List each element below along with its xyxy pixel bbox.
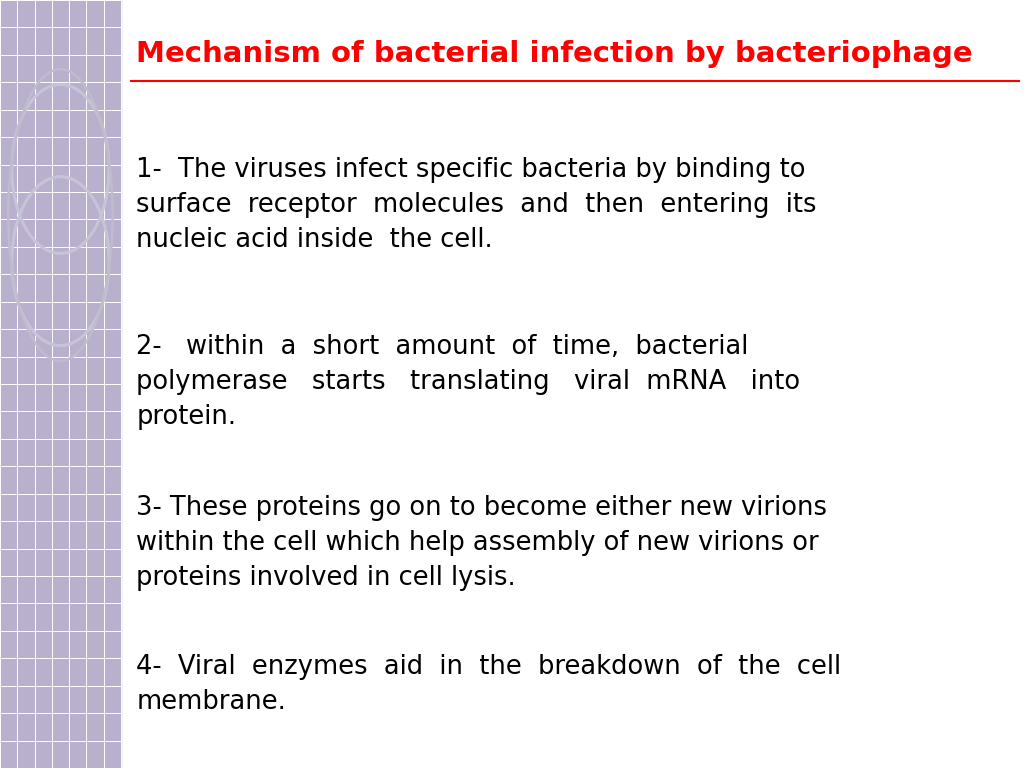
Text: 3- These proteins go on to become either new virions
within the cell which help : 3- These proteins go on to become either… xyxy=(136,495,827,591)
Text: Mechanism of bacterial infection by bacteriophage: Mechanism of bacterial infection by bact… xyxy=(136,40,973,68)
Bar xyxy=(0,0,121,768)
Text: 2-   within  a  short  amount  of  time,  bacterial
polymerase   starts   transl: 2- within a short amount of time, bacter… xyxy=(136,334,801,430)
Text: 4-  Viral  enzymes  aid  in  the  breakdown  of  the  cell
membrane.: 4- Viral enzymes aid in the breakdown of… xyxy=(136,654,842,715)
Text: 1-  The viruses infect specific bacteria by binding to
surface  receptor  molecu: 1- The viruses infect specific bacteria … xyxy=(136,157,817,253)
